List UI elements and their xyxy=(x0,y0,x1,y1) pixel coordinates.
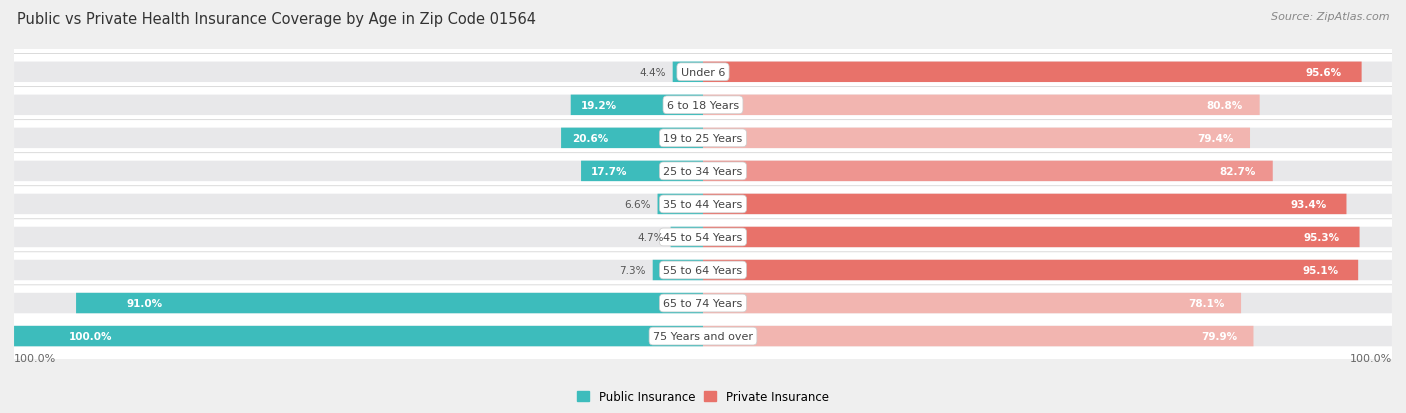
FancyBboxPatch shape xyxy=(1,55,1405,157)
Text: 4.4%: 4.4% xyxy=(640,68,666,78)
FancyBboxPatch shape xyxy=(671,227,703,248)
FancyBboxPatch shape xyxy=(703,293,1392,313)
FancyBboxPatch shape xyxy=(703,227,1392,248)
Text: Source: ZipAtlas.com: Source: ZipAtlas.com xyxy=(1271,12,1389,22)
Text: 17.7%: 17.7% xyxy=(591,166,627,176)
Text: 78.1%: 78.1% xyxy=(1188,298,1225,308)
Text: 95.3%: 95.3% xyxy=(1303,233,1340,242)
FancyBboxPatch shape xyxy=(14,260,703,280)
FancyBboxPatch shape xyxy=(703,95,1392,116)
FancyBboxPatch shape xyxy=(703,95,1260,116)
FancyBboxPatch shape xyxy=(14,227,703,248)
FancyBboxPatch shape xyxy=(1,88,1405,190)
Text: 100.0%: 100.0% xyxy=(69,331,112,341)
Text: 100.0%: 100.0% xyxy=(14,353,56,363)
FancyBboxPatch shape xyxy=(14,293,703,313)
Text: 100.0%: 100.0% xyxy=(1350,353,1392,363)
FancyBboxPatch shape xyxy=(1,121,1405,223)
Text: 95.1%: 95.1% xyxy=(1302,265,1339,275)
Text: 19.2%: 19.2% xyxy=(581,101,617,111)
Text: 45 to 54 Years: 45 to 54 Years xyxy=(664,233,742,242)
FancyBboxPatch shape xyxy=(76,293,703,313)
FancyBboxPatch shape xyxy=(703,293,1241,313)
Text: 65 to 74 Years: 65 to 74 Years xyxy=(664,298,742,308)
Text: 80.8%: 80.8% xyxy=(1206,101,1243,111)
FancyBboxPatch shape xyxy=(658,194,703,215)
FancyBboxPatch shape xyxy=(703,260,1392,280)
FancyBboxPatch shape xyxy=(703,326,1392,347)
Legend: Public Insurance, Private Insurance: Public Insurance, Private Insurance xyxy=(578,390,828,403)
FancyBboxPatch shape xyxy=(703,194,1347,215)
FancyBboxPatch shape xyxy=(14,326,703,347)
Text: 35 to 44 Years: 35 to 44 Years xyxy=(664,199,742,209)
FancyBboxPatch shape xyxy=(1,186,1405,288)
Text: 95.6%: 95.6% xyxy=(1306,68,1341,78)
FancyBboxPatch shape xyxy=(652,260,703,280)
FancyBboxPatch shape xyxy=(581,161,703,182)
FancyBboxPatch shape xyxy=(703,194,1392,215)
FancyBboxPatch shape xyxy=(703,62,1361,83)
FancyBboxPatch shape xyxy=(703,128,1392,149)
FancyBboxPatch shape xyxy=(1,21,1405,124)
FancyBboxPatch shape xyxy=(703,128,1250,149)
Text: 19 to 25 Years: 19 to 25 Years xyxy=(664,133,742,144)
Text: Under 6: Under 6 xyxy=(681,68,725,78)
FancyBboxPatch shape xyxy=(703,260,1358,280)
Text: 6.6%: 6.6% xyxy=(624,199,651,209)
FancyBboxPatch shape xyxy=(1,219,1405,321)
Text: 93.4%: 93.4% xyxy=(1291,199,1327,209)
FancyBboxPatch shape xyxy=(14,326,703,347)
Text: 91.0%: 91.0% xyxy=(127,298,162,308)
Text: 55 to 64 Years: 55 to 64 Years xyxy=(664,265,742,275)
FancyBboxPatch shape xyxy=(1,252,1405,354)
Text: 4.7%: 4.7% xyxy=(637,233,664,242)
Text: 7.3%: 7.3% xyxy=(619,265,645,275)
FancyBboxPatch shape xyxy=(14,194,703,215)
FancyBboxPatch shape xyxy=(14,95,703,116)
FancyBboxPatch shape xyxy=(14,161,703,182)
Text: 20.6%: 20.6% xyxy=(572,133,609,144)
FancyBboxPatch shape xyxy=(14,62,703,83)
FancyBboxPatch shape xyxy=(703,62,1392,83)
Text: Public vs Private Health Insurance Coverage by Age in Zip Code 01564: Public vs Private Health Insurance Cover… xyxy=(17,12,536,27)
FancyBboxPatch shape xyxy=(1,153,1405,256)
FancyBboxPatch shape xyxy=(672,62,703,83)
FancyBboxPatch shape xyxy=(703,326,1254,347)
FancyBboxPatch shape xyxy=(1,285,1405,387)
Text: 79.4%: 79.4% xyxy=(1198,133,1233,144)
FancyBboxPatch shape xyxy=(703,161,1392,182)
Text: 25 to 34 Years: 25 to 34 Years xyxy=(664,166,742,176)
Text: 79.9%: 79.9% xyxy=(1201,331,1237,341)
FancyBboxPatch shape xyxy=(703,161,1272,182)
FancyBboxPatch shape xyxy=(561,128,703,149)
FancyBboxPatch shape xyxy=(703,227,1360,248)
Text: 82.7%: 82.7% xyxy=(1219,166,1256,176)
Text: 75 Years and over: 75 Years and over xyxy=(652,331,754,341)
FancyBboxPatch shape xyxy=(14,128,703,149)
FancyBboxPatch shape xyxy=(571,95,703,116)
Text: 6 to 18 Years: 6 to 18 Years xyxy=(666,101,740,111)
